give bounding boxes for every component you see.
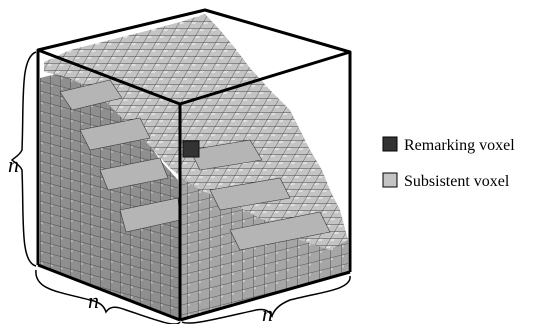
staircase-terraces — [59, 79, 331, 251]
legend-item-subsistent: Subsistent voxel — [382, 172, 510, 190]
remarking-voxel — [182, 140, 200, 158]
legend-label-subsistent: Subsistent voxel — [404, 173, 510, 190]
legend-item-remarking: Remarking voxel — [382, 136, 515, 154]
bottom-right-brace — [181, 275, 351, 324]
legend-label-remarking: Remarking voxel — [404, 137, 515, 154]
height-dimension-label: n — [8, 152, 19, 177]
left-height-brace — [10, 51, 37, 267]
left-face-voxels — [40, 68, 180, 320]
legend: Remarking voxel Subsistent voxel — [382, 136, 515, 190]
cube-bottom-right-edge — [179, 270, 351, 322]
legend-swatch-remarking — [382, 136, 398, 152]
legend-swatch-subsistent — [382, 172, 398, 188]
voxel-mass — [40, 14, 348, 320]
depth-dimension-label: n — [88, 288, 99, 313]
dimension-braces — [10, 51, 351, 324]
cube-bottom-left-edge — [37, 263, 181, 322]
bounding-cube — [36, 8, 352, 322]
bottom-left-brace — [35, 269, 181, 324]
width-dimension-label: n — [262, 301, 273, 324]
